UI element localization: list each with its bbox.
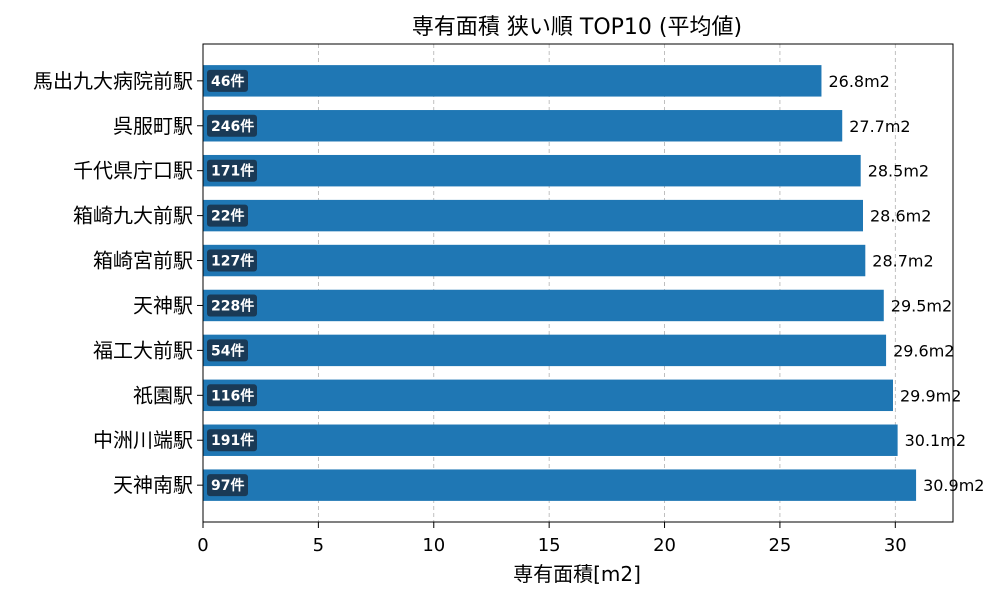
count-label: 246件 <box>211 118 254 135</box>
count-label: 127件 <box>211 253 254 270</box>
value-label: 29.5m2 <box>891 296 952 315</box>
count-badge <box>207 294 257 317</box>
count-label: 22件 <box>211 208 244 225</box>
bars: 26.8m2 46件 27.7m2 246件 28.5m2 171件 28.6m2 22件 28… <box>203 65 984 501</box>
count-badge <box>207 474 248 497</box>
bar <box>203 199 863 232</box>
x-tick-label: 25 <box>768 535 791 556</box>
count-badge <box>207 429 257 452</box>
category-label: 馬出九大病院前駅 <box>33 69 193 93</box>
bar <box>203 334 887 367</box>
category-label: 箱崎九大前駅 <box>73 204 193 228</box>
category-labels: 馬出九大病院前駅呉服町駅千代県庁口駅箱崎九大前駅箱崎宮前駅天神駅福工大前駅祇園駅… <box>33 69 203 497</box>
count-label: 54件 <box>211 342 244 359</box>
x-axis-ticks: 0 5 10 15 20 25 30 <box>197 522 907 556</box>
count-label: 97件 <box>211 477 244 494</box>
count-label: 171件 <box>211 163 254 180</box>
x-tick-label: 5 <box>313 535 324 556</box>
x-tick-label: 0 <box>197 535 208 556</box>
bar <box>203 65 822 97</box>
count-badge <box>207 114 257 137</box>
x-tick-label: 20 <box>653 535 676 556</box>
count-badge <box>207 249 257 272</box>
bar <box>203 244 866 277</box>
value-label: 27.7m2 <box>849 117 910 136</box>
plot-frame <box>202 43 954 523</box>
category-label: 祇園駅 <box>133 383 193 407</box>
value-label: 28.7m2 <box>872 252 933 271</box>
bar <box>203 154 861 187</box>
bar <box>203 289 884 322</box>
value-label: 30.1m2 <box>905 431 966 450</box>
value-label: 28.5m2 <box>868 162 929 181</box>
x-axis-label: 専有面積[m2] <box>513 562 641 586</box>
category-label: 天神駅 <box>133 293 193 317</box>
value-label: 26.8m2 <box>828 72 889 91</box>
count-label: 228件 <box>211 297 254 314</box>
x-tick-label: 30 <box>884 535 907 556</box>
category-label: 箱崎宮前駅 <box>93 249 193 273</box>
value-label: 28.6m2 <box>870 207 931 226</box>
count-label: 191件 <box>211 432 254 449</box>
chart-title: 専有面積 狭い順 TOP10 (平均値) <box>412 15 742 40</box>
x-tick-label: 10 <box>422 535 445 556</box>
bar <box>203 424 898 456</box>
category-label: 福工大前駅 <box>93 338 193 362</box>
value-label: 29.9m2 <box>900 386 961 405</box>
count-badge <box>207 384 257 407</box>
category-label: 天神南駅 <box>113 473 193 497</box>
value-label: 30.9m2 <box>923 476 984 495</box>
count-label: 46件 <box>211 73 244 90</box>
count-badge <box>207 159 257 182</box>
value-label: 29.6m2 <box>893 341 954 360</box>
count-label: 116件 <box>211 387 254 404</box>
category-label: 中洲川端駅 <box>93 428 193 452</box>
count-badge <box>207 204 248 227</box>
count-badge <box>207 339 248 362</box>
bar <box>203 469 917 501</box>
x-tick-label: 15 <box>538 535 561 556</box>
category-label: 千代県庁口駅 <box>73 159 193 183</box>
count-badge <box>207 69 248 92</box>
bar <box>203 379 893 412</box>
category-label: 呉服町駅 <box>113 114 193 138</box>
bar <box>203 110 843 142</box>
